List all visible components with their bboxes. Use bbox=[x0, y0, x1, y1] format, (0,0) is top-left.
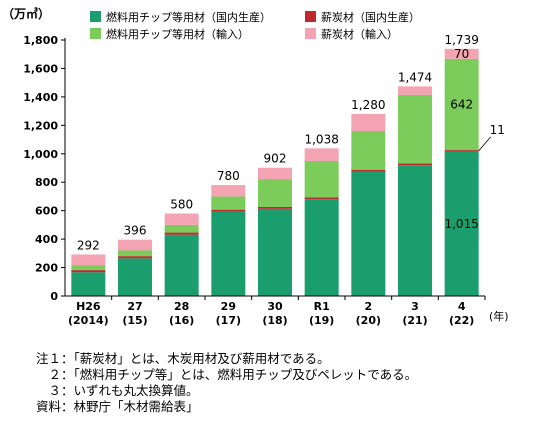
source-note: 資料：林野庁「木材需給表」 bbox=[36, 399, 199, 414]
bar-segment-s2-c7 bbox=[398, 94, 432, 164]
bar-segment-s0-c2 bbox=[164, 234, 199, 296]
x-tick-sublabel: (22) bbox=[449, 314, 474, 327]
bar-segment-s2-c1 bbox=[118, 250, 152, 257]
bar-segment-s3-c1 bbox=[118, 239, 152, 251]
x-tick-label: 27 bbox=[127, 300, 142, 313]
x-axis-unit-label: (年) bbox=[489, 309, 509, 323]
bar-segment-s2-c8 bbox=[444, 58, 479, 151]
x-tick-label: 3 bbox=[411, 300, 419, 313]
total-label: 1,739 bbox=[444, 33, 478, 47]
bar-segment-s0-c0 bbox=[71, 272, 106, 296]
x-tick-label: 30 bbox=[267, 300, 283, 313]
y-tick-label: 1,200 bbox=[23, 119, 58, 132]
total-label: 1,038 bbox=[304, 132, 338, 146]
x-tick-label: 4 bbox=[458, 300, 466, 313]
note-1: 注１：「薪炭材」とは、木炭用材及び薪用材である。 bbox=[36, 351, 330, 366]
callout-label: 11 bbox=[490, 123, 505, 137]
y-tick-label: 800 bbox=[35, 176, 58, 189]
bar-segment-s1-c8 bbox=[444, 150, 479, 152]
bar-segment-s2-c2 bbox=[164, 224, 199, 233]
legend: 燃料用チップ等用材（国内生産） 薪炭材（国内生産） 燃料用チップ等用材（輸入） 薪炭材… bbox=[90, 10, 420, 41]
data-labels: 292 396 580 780 902 1,038 1,280 1,474 1,739 1,015… bbox=[77, 33, 505, 253]
legend-swatch bbox=[90, 28, 101, 39]
y-tick-label: 1,800 bbox=[23, 34, 58, 47]
bar-segment-s0-c7 bbox=[398, 165, 432, 296]
bar-segment-s3-c4 bbox=[258, 167, 292, 180]
total-label: 902 bbox=[264, 152, 287, 166]
x-tick-sublabel: (18) bbox=[262, 314, 287, 327]
bar-segment-s2-c3 bbox=[211, 196, 246, 210]
y-tick-label: 1,400 bbox=[23, 91, 58, 104]
total-label: 780 bbox=[217, 169, 240, 183]
y-tick-label: 1,000 bbox=[23, 148, 58, 161]
y-tick-label: 200 bbox=[35, 262, 58, 275]
bar-segment-s0-c5 bbox=[304, 199, 339, 296]
total-label: 580 bbox=[170, 198, 193, 212]
x-tick-sublabel: (19) bbox=[309, 314, 334, 327]
y-tick-label: 600 bbox=[35, 205, 58, 218]
note-3: ３：いずれも丸太換算値。 bbox=[36, 383, 199, 398]
x-axis: H26(2014) 27(15) 28(16) 29(17) 30(18) R1(19) 2… bbox=[65, 295, 486, 327]
bar-segment-s2-c6 bbox=[351, 131, 386, 170]
note-2: ２：「燃料用チップ等」とは、燃料用チップ及びペレットである。 bbox=[36, 367, 418, 382]
bar-segment-s0-c3 bbox=[211, 211, 246, 296]
x-tick-sublabel: (2014) bbox=[68, 314, 109, 327]
total-label: 1,280 bbox=[351, 98, 385, 112]
segment-value-label: 642 bbox=[450, 97, 473, 111]
legend-label: 薪炭材（輸入） bbox=[321, 27, 398, 41]
y-axis: 0 200 400 600 800 1,000 1,200 1,400 1,600 1,800 bbox=[23, 34, 66, 303]
bar-segment-s0-c8 bbox=[444, 151, 479, 296]
segment-value-label: 1,015 bbox=[444, 217, 478, 231]
legend-label: 薪炭材（国内生産） bbox=[321, 10, 420, 24]
callout-leader bbox=[478, 136, 491, 152]
bar-segment-s0-c1 bbox=[118, 258, 152, 296]
bar-segment-s1-c3 bbox=[211, 209, 246, 212]
legend-swatch bbox=[90, 11, 101, 22]
x-tick-sublabel: (15) bbox=[122, 314, 147, 327]
x-tick-label: 2 bbox=[365, 300, 373, 313]
total-label: 1,474 bbox=[398, 70, 432, 84]
total-label: 292 bbox=[77, 238, 100, 252]
bar-segment-s3-c6 bbox=[351, 113, 386, 132]
x-tick-label: 29 bbox=[221, 300, 236, 313]
y-tick-label: 0 bbox=[50, 290, 58, 303]
legend-label: 燃料用チップ等用材（輸入） bbox=[106, 27, 249, 41]
bar-segment-s3-c7 bbox=[398, 86, 432, 95]
total-label: 396 bbox=[124, 224, 147, 238]
legend-swatch bbox=[305, 11, 316, 22]
bar-segment-s3-c0 bbox=[71, 254, 106, 266]
x-tick-sublabel: (20) bbox=[356, 314, 381, 327]
bar-segment-s0-c4 bbox=[258, 208, 292, 296]
x-tick-sublabel: (21) bbox=[402, 314, 427, 327]
bar-segment-s1-c4 bbox=[258, 206, 292, 209]
bar-segment-s1-c2 bbox=[164, 232, 199, 235]
bar-segment-s3-c5 bbox=[304, 148, 339, 162]
bars-group bbox=[71, 48, 479, 296]
legend-swatch bbox=[305, 28, 316, 39]
bar-segment-s1-c6 bbox=[351, 169, 386, 172]
legend-label: 燃料用チップ等用材（国内生産） bbox=[106, 10, 271, 24]
segment-value-label: 70 bbox=[454, 47, 469, 61]
notes-section: 注１：「薪炭材」とは、木炭用材及び薪用材である。 ２：「燃料用チップ等」とは、燃… bbox=[36, 351, 417, 415]
bar-segment-s3-c8 bbox=[444, 48, 479, 59]
stacked-bar-chart: （万㎥） (年) 0 200 400 600 800 1,000 1,200 1,400 1,6… bbox=[2, 6, 509, 327]
bar-segment-s2-c4 bbox=[258, 179, 292, 207]
bar-segment-s3-c2 bbox=[164, 213, 199, 225]
bar-segment-s1-c0 bbox=[71, 270, 106, 273]
x-tick-label: R1 bbox=[314, 300, 330, 313]
x-tick-sublabel: (16) bbox=[169, 314, 194, 327]
bar-segment-s1-c5 bbox=[304, 197, 339, 200]
y-tick-label: 400 bbox=[35, 233, 58, 246]
y-axis-unit-label: （万㎥） bbox=[2, 6, 50, 21]
bar-segment-s1-c1 bbox=[118, 256, 152, 259]
bar-segment-s1-c7 bbox=[398, 163, 432, 166]
x-tick-label: H26 bbox=[76, 300, 101, 313]
x-tick-label: 28 bbox=[174, 300, 189, 313]
bar-segment-s0-c6 bbox=[351, 171, 386, 296]
bar-segment-s2-c0 bbox=[71, 265, 106, 271]
bar-segment-s2-c5 bbox=[304, 161, 339, 198]
x-tick-sublabel: (17) bbox=[216, 314, 241, 327]
bar-segment-s3-c3 bbox=[211, 185, 246, 197]
y-tick-label: 1,600 bbox=[23, 62, 58, 75]
